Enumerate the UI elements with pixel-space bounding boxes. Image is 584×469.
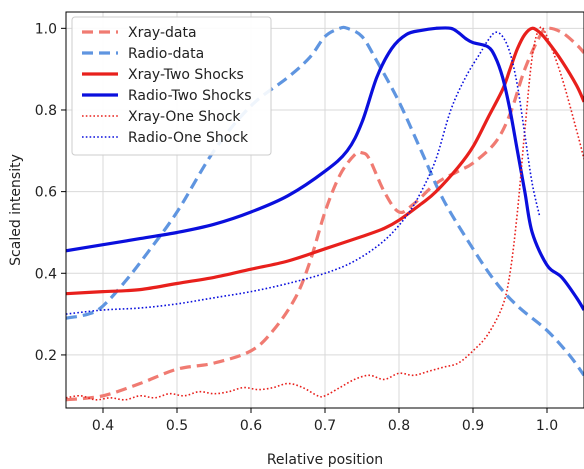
x-tick-label: 0.5 (166, 418, 188, 434)
x-tick-label: 0.6 (240, 418, 262, 434)
legend-box (71, 16, 272, 156)
legend-label-xray-two-shocks: Xray-Two Shocks (128, 67, 244, 83)
legend-label-radio-data: Radio-data (128, 46, 204, 62)
x-tick-label: 0.7 (314, 418, 336, 434)
series-line-xray-one-shock (66, 26, 584, 401)
legend-label-radio-two-shocks: Radio-Two Shocks (128, 88, 252, 104)
y-tick-label: 0.4 (35, 266, 57, 282)
series-layer (66, 25, 584, 402)
y-axis-label: Scaled intensity (8, 154, 24, 266)
series-line-radio-one-shock (66, 31, 541, 315)
x-tick-label: 1.0 (536, 418, 558, 434)
x-axis-label: Relative position (267, 452, 383, 468)
legend-label-radio-one-shock: Radio-One Shock (128, 130, 249, 146)
legend: Xray-data Radio-data Xray-Two Shocks Radio-… (71, 16, 272, 156)
series-line-xray-two-shocks (66, 26, 584, 296)
x-tick-label: 0.4 (92, 418, 114, 434)
x-tick-label: 0.8 (388, 418, 410, 434)
y-tick-label: 0.8 (35, 103, 57, 119)
x-tick-label: 0.9 (462, 418, 484, 434)
series-line-xray-data (66, 26, 584, 402)
y-tick-label: 0.2 (35, 348, 57, 364)
series-line-radio-two-shocks (66, 26, 584, 311)
legend-label-xray-data: Xray-data (128, 25, 197, 41)
y-tick-label: 0.6 (35, 185, 57, 201)
y-tick-label: 1.0 (35, 21, 57, 37)
legend-label-xray-one-shock: Xray-One Shock (128, 109, 241, 125)
series-line-radio-data (66, 25, 584, 377)
axes: 0.4 0.5 0.6 0.7 0.8 0.9 1.0 0.2 0.4 0.6 0.8 1.0 (35, 21, 558, 434)
